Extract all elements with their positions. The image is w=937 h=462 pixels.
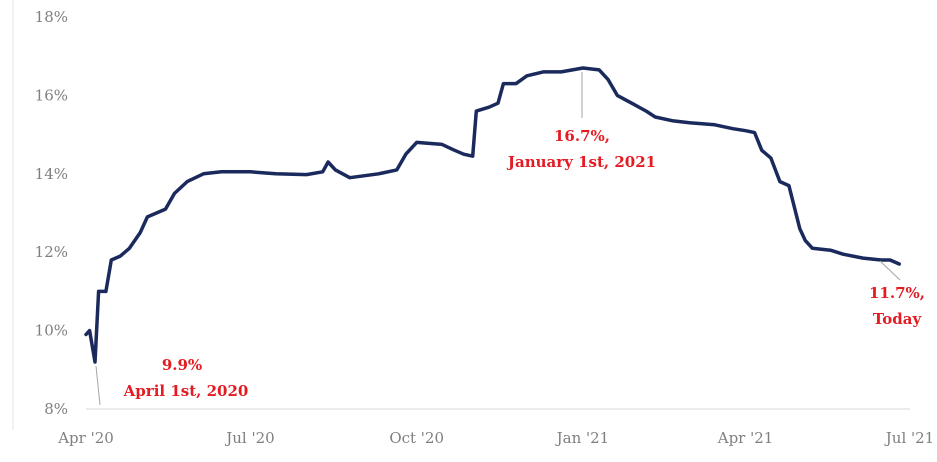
annotation-peak: 16.7%, January 1st, 2021 [506,72,656,171]
y-tick-label: 18% [35,8,68,26]
annotation-start-date: April 1st, 2020 [123,382,249,400]
x-tick-label: Jul '20 [224,429,274,447]
y-tick-label: 8% [44,400,68,418]
annotation-peak-date: January 1st, 2021 [506,153,656,171]
y-tick-label: 16% [35,86,68,104]
annotation-today-label: Today [873,310,923,328]
x-axis-ticks: Apr '20 Jul '20 Oct '20 Jan '21 Apr '21 Jul '… [57,429,934,447]
x-tick-label: Apr '20 [57,429,114,447]
x-tick-label: Oct '20 [389,429,444,447]
annotation-today: 11.7%, Today [869,260,925,328]
x-tick-label: Apr '21 [717,429,774,447]
annotation-today-leader [879,260,901,281]
annotation-start-value: 9.9% [162,356,202,374]
y-axis-ticks: 8% 10% 12% 14% 16% 18% [35,8,68,418]
annotation-start-leader [95,365,101,406]
y-tick-label: 10% [35,322,68,340]
y-tick-label: 14% [35,165,68,183]
annotation-today-value: 11.7%, [869,284,925,302]
series-line [84,66,901,364]
annotation-start: 9.9% April 1st, 2020 [95,356,249,406]
y-tick-label: 12% [35,243,68,261]
x-tick-label: Jul '21 [884,429,934,447]
annotation-peak-value: 16.7%, [554,127,610,145]
x-tick-label: Jan '21 [555,429,610,447]
